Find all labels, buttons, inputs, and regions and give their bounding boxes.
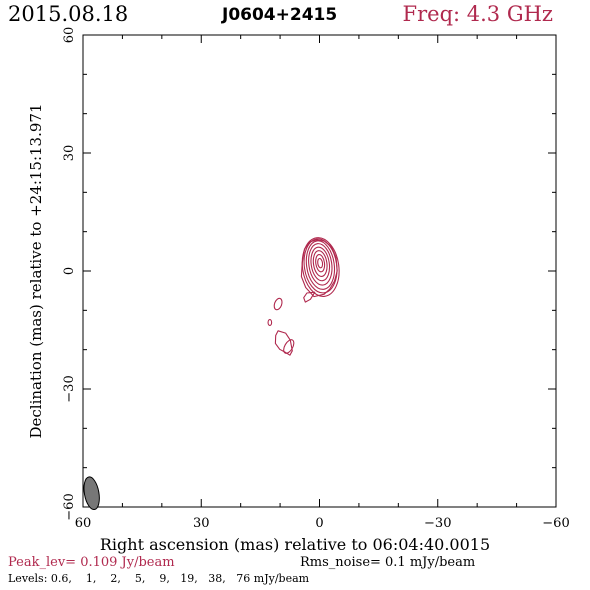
x-tick-label-0: 60 (75, 516, 92, 531)
restoring-beam (83, 476, 100, 511)
core-contour-0 (301, 237, 340, 297)
core-outer-contour (300, 239, 338, 298)
y-tick-label-3: 30 (62, 145, 77, 162)
core-tail-contour (303, 291, 316, 303)
core-contour-5 (312, 250, 328, 277)
x-tick-label-2: 0 (315, 516, 323, 531)
rms-noise: Rms_noise= 0.1 mJy/beam (300, 555, 475, 570)
jet-component-0 (273, 297, 283, 311)
y-tick-label-4: 60 (62, 27, 77, 44)
y-tick-label-2: 0 (62, 267, 77, 275)
x-tick-label-3: −30 (424, 516, 451, 531)
core-contour-3 (308, 243, 333, 286)
x-tick-label-1: 30 (193, 516, 210, 531)
beam-ellipse (83, 476, 100, 511)
contour-map (267, 237, 340, 356)
y-tick-label-1: −30 (62, 375, 77, 402)
core-contour-2 (305, 240, 336, 290)
peak-level: Peak_lev= 0.109 Jy/beam (8, 555, 175, 570)
y-tick-label-0: −60 (62, 493, 77, 520)
frequency-label: Freq: 4.3 GHz (403, 2, 553, 26)
y-axis-label: Declination (mas) relative to +24:15:13.… (27, 103, 45, 438)
y-tick-labels: −60 −30 0 30 60 (62, 27, 77, 521)
contour-levels: Levels: 0.6, 1, 2, 5, 9, 19, 38, 76 mJy/… (8, 572, 310, 585)
x-tick-labels: 60 30 0 −30 −60 (75, 516, 570, 531)
core-contour-6 (315, 254, 326, 273)
core-contour-4 (310, 246, 331, 282)
x-tick-label-4: −60 (542, 516, 569, 531)
axis-ticks (82, 34, 557, 508)
jet-component-1 (267, 319, 273, 327)
core-contour-7 (317, 257, 324, 269)
jet-component-2 (283, 339, 295, 354)
x-axis-label: Right ascension (mas) relative to 06:04:… (100, 535, 490, 554)
source-name: J0604+2415 (221, 5, 337, 25)
date-label: 2015.08.18 (8, 2, 128, 26)
